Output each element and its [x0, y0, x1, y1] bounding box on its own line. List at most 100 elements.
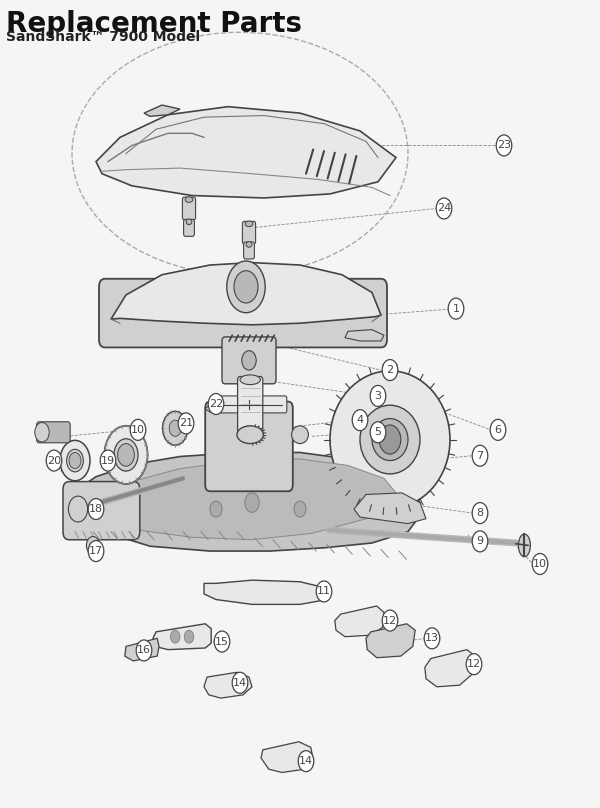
Text: 9: 9 [476, 537, 484, 546]
Circle shape [472, 503, 488, 524]
Polygon shape [153, 624, 211, 650]
Ellipse shape [163, 411, 188, 445]
Circle shape [69, 452, 81, 469]
FancyBboxPatch shape [242, 221, 256, 244]
Ellipse shape [240, 375, 260, 385]
Polygon shape [96, 107, 396, 198]
Circle shape [118, 444, 134, 466]
Ellipse shape [372, 419, 408, 461]
FancyBboxPatch shape [244, 242, 254, 259]
Circle shape [184, 630, 194, 643]
Ellipse shape [186, 219, 192, 225]
FancyBboxPatch shape [211, 396, 287, 413]
Ellipse shape [245, 221, 253, 226]
FancyBboxPatch shape [205, 402, 293, 491]
Polygon shape [335, 606, 384, 637]
Polygon shape [354, 493, 426, 524]
Circle shape [490, 419, 506, 440]
Circle shape [370, 422, 386, 443]
FancyBboxPatch shape [238, 377, 263, 433]
Circle shape [100, 450, 116, 471]
Circle shape [472, 445, 488, 466]
Text: 23: 23 [497, 141, 511, 150]
FancyBboxPatch shape [99, 279, 387, 347]
Polygon shape [366, 624, 415, 658]
Circle shape [68, 496, 88, 522]
Ellipse shape [518, 534, 530, 557]
FancyBboxPatch shape [37, 422, 70, 443]
Ellipse shape [60, 440, 90, 481]
Polygon shape [425, 650, 475, 687]
Circle shape [466, 654, 482, 675]
Circle shape [214, 631, 230, 652]
Text: 2: 2 [386, 365, 394, 375]
Text: 6: 6 [494, 425, 502, 435]
Text: 20: 20 [47, 456, 61, 465]
Circle shape [88, 541, 104, 562]
Circle shape [170, 630, 180, 643]
Circle shape [436, 198, 452, 219]
Text: 4: 4 [356, 415, 364, 425]
Circle shape [35, 423, 49, 442]
Circle shape [370, 385, 386, 406]
Text: 24: 24 [437, 204, 451, 213]
Text: 11: 11 [317, 587, 331, 596]
Circle shape [46, 450, 62, 471]
Text: 14: 14 [233, 678, 247, 688]
Circle shape [382, 610, 398, 631]
Polygon shape [204, 672, 252, 698]
Text: 15: 15 [215, 637, 229, 646]
Ellipse shape [104, 426, 148, 484]
Circle shape [316, 581, 332, 602]
FancyBboxPatch shape [182, 197, 196, 220]
Polygon shape [108, 459, 396, 540]
Circle shape [532, 553, 548, 574]
Text: 16: 16 [137, 646, 151, 655]
Polygon shape [111, 263, 381, 325]
Polygon shape [261, 742, 313, 772]
Circle shape [208, 393, 224, 415]
Text: 19: 19 [101, 456, 115, 465]
Circle shape [242, 351, 256, 370]
Text: 5: 5 [374, 427, 382, 437]
Ellipse shape [114, 439, 138, 471]
Polygon shape [345, 330, 384, 341]
Circle shape [227, 261, 265, 313]
Ellipse shape [67, 449, 83, 472]
Circle shape [169, 420, 181, 436]
Circle shape [130, 419, 146, 440]
Circle shape [424, 628, 440, 649]
Circle shape [88, 499, 104, 520]
Ellipse shape [185, 197, 193, 202]
Ellipse shape [292, 426, 308, 444]
Polygon shape [72, 452, 420, 551]
Text: 12: 12 [467, 659, 481, 669]
Circle shape [298, 751, 314, 772]
Circle shape [245, 493, 259, 512]
FancyBboxPatch shape [184, 219, 194, 236]
Text: Replacement Parts: Replacement Parts [6, 10, 302, 38]
Polygon shape [205, 399, 219, 412]
Text: 10: 10 [131, 425, 145, 435]
Circle shape [382, 360, 398, 381]
Ellipse shape [330, 371, 450, 508]
Polygon shape [204, 580, 327, 604]
Ellipse shape [360, 406, 420, 473]
Circle shape [294, 501, 306, 517]
Polygon shape [125, 638, 159, 661]
Text: 18: 18 [89, 504, 103, 514]
Text: 21: 21 [179, 419, 193, 428]
Text: 7: 7 [476, 451, 484, 461]
Ellipse shape [237, 426, 263, 444]
Circle shape [379, 425, 401, 454]
Text: SandShark™ 7900 Model: SandShark™ 7900 Model [6, 30, 200, 44]
Circle shape [210, 501, 222, 517]
Circle shape [448, 298, 464, 319]
Text: 10: 10 [533, 559, 547, 569]
Circle shape [178, 413, 194, 434]
Text: 8: 8 [476, 508, 484, 518]
Text: 3: 3 [374, 391, 382, 401]
Text: 17: 17 [89, 546, 103, 556]
Ellipse shape [86, 537, 100, 554]
Text: 13: 13 [425, 633, 439, 643]
